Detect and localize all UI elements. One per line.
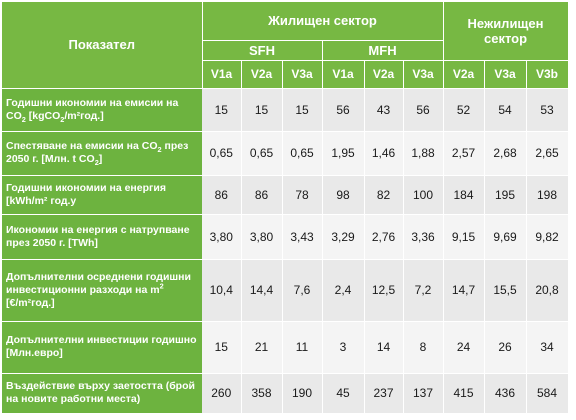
table-cell: 0,65 [241,131,283,176]
table-cell: 3,36 [403,214,444,260]
table-cell: 3,80 [202,214,242,260]
table-cell: 86 [202,175,242,215]
variant-header: V1a [202,60,242,89]
table-cell: 14 [364,321,404,374]
table-cell: 15 [241,88,283,132]
row-label: Икономии на енергия с натрупване през 20… [2,214,202,260]
table-cell: 3,29 [322,214,365,260]
table-cell: 2,65 [526,131,569,176]
mfh-header: MFH [322,40,444,61]
table-cell: 26 [484,321,527,374]
table-cell: 24 [443,321,485,374]
table-cell: 21 [241,321,283,374]
table-cell: 260 [202,373,242,414]
row-label: Годишни икономии на емисии на CO2 [kgCO2… [2,88,202,132]
table-cell: 15 [282,88,323,132]
table-cell: 20,8 [526,259,569,322]
table-cell: 198 [526,175,569,215]
table-row: Икономии на енергия с натрупване през 20… [2,214,569,260]
non-residential-header: Нежилищен сектор [443,2,569,61]
table-cell: 8 [403,321,444,374]
table-cell: 195 [484,175,527,215]
table-cell: 0,65 [282,131,323,176]
table-cell: 11 [282,321,323,374]
table-cell: 14,4 [241,259,283,322]
table-cell: 3 [322,321,365,374]
variant-header: V3b [526,60,569,89]
table-cell: 415 [443,373,485,414]
table-cell: 3,80 [241,214,283,260]
sfh-header: SFH [202,40,323,61]
variant-header: V1a [322,60,365,89]
table-cell: 15 [202,88,242,132]
table-cell: 137 [403,373,444,414]
table-cell: 7,6 [282,259,323,322]
table-cell: 34 [526,321,569,374]
table-cell: 2,57 [443,131,485,176]
table-cell: 190 [282,373,323,414]
table-cell: 54 [484,88,527,132]
table-cell: 1,88 [403,131,444,176]
table-cell: 43 [364,88,404,132]
variant-header: V3a [282,60,323,89]
table-cell: 12,5 [364,259,404,322]
row-label: Допълнителни осреднени годишни инвестици… [2,259,202,322]
table-cell: 184 [443,175,485,215]
row-label: Въздействие върху заетостта (брой на нов… [2,373,202,414]
table-cell: 1,95 [322,131,365,176]
residential-header: Жилищен сектор [202,2,444,41]
table-cell: 9,69 [484,214,527,260]
table-cell: 2,68 [484,131,527,176]
table-cell: 3,43 [282,214,323,260]
table-cell: 100 [403,175,444,215]
table-cell: 56 [403,88,444,132]
table-row: Допълнителни осреднени годишни инвестици… [2,259,569,322]
table-cell: 7,2 [403,259,444,322]
variant-header: V3a [484,60,527,89]
table-cell: 436 [484,373,527,414]
table-cell: 86 [241,175,283,215]
table-cell: 14,7 [443,259,485,322]
table-cell: 15 [202,321,242,374]
table-cell: 358 [241,373,283,414]
variant-header: V2a [443,60,485,89]
row-label: Допълнителни инвестиции годишно [Млн.евро… [2,321,202,374]
table-row: Годишни икономии на енергия [kWh/m² год.… [2,175,569,215]
table-row: Допълнителни инвестиции годишно [Млн.евро… [2,321,569,374]
table-cell: 10,4 [202,259,242,322]
variant-header: V3a [403,60,444,89]
variant-header: V2a [364,60,404,89]
table-cell: 53 [526,88,569,132]
table-cell: 45 [322,373,365,414]
indicator-header: Показател [2,2,203,89]
table-cell: 584 [526,373,569,414]
table-cell: 2,76 [364,214,404,260]
table-cell: 78 [282,175,323,215]
table-cell: 1,46 [364,131,404,176]
table-cell: 9,15 [443,214,485,260]
table-cell: 9,82 [526,214,569,260]
table-cell: 82 [364,175,404,215]
table-row: Спестяване на емисии на CO2 през 2050 г.… [2,131,569,176]
table-cell: 52 [443,88,485,132]
table-cell: 237 [364,373,404,414]
variant-header: V2a [241,60,283,89]
row-label: Спестяване на емисии на CO2 през 2050 г.… [2,131,202,176]
indicators-table: Показател Жилищен сектор Нежилищен секто… [2,2,569,414]
table-cell: 2,4 [322,259,365,322]
table-cell: 0,65 [202,131,242,176]
table-row: Годишни икономии на емисии на CO2 [kgCO2… [2,88,569,132]
table-row: Въздействие върху заетостта (брой на нов… [2,373,569,414]
row-label: Годишни икономии на енергия [kWh/m² год.… [2,175,202,215]
table-cell: 15,5 [484,259,527,322]
table-cell: 98 [322,175,365,215]
table-cell: 56 [322,88,365,132]
